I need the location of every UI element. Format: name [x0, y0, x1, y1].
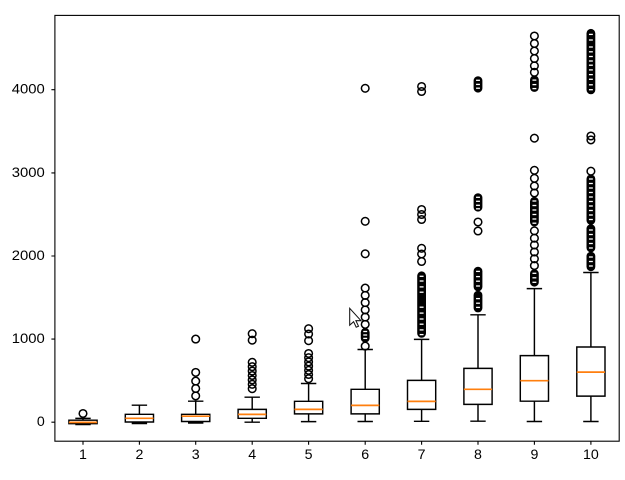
svg-text:5: 5 — [305, 447, 313, 463]
svg-text:1000: 1000 — [12, 331, 45, 347]
svg-text:10: 10 — [583, 447, 599, 463]
svg-text:2: 2 — [135, 447, 143, 463]
svg-text:2000: 2000 — [12, 248, 45, 264]
svg-text:8: 8 — [474, 447, 482, 463]
svg-text:6: 6 — [361, 447, 369, 463]
svg-text:1: 1 — [79, 447, 87, 463]
svg-text:3: 3 — [192, 447, 200, 463]
svg-text:0: 0 — [37, 414, 45, 430]
svg-text:3000: 3000 — [12, 165, 45, 181]
svg-text:7: 7 — [418, 447, 426, 463]
svg-text:9: 9 — [530, 447, 538, 463]
svg-text:4000: 4000 — [12, 82, 45, 98]
svg-text:4: 4 — [248, 447, 256, 463]
